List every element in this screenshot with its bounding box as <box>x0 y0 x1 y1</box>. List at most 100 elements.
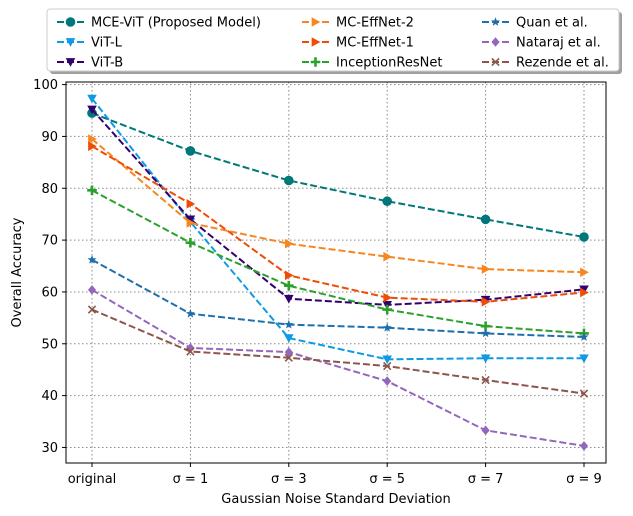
data-point <box>284 319 294 329</box>
series-line <box>91 258 585 339</box>
data-point <box>185 146 196 156</box>
data-point <box>579 332 589 341</box>
data-point <box>481 296 491 307</box>
data-point <box>481 328 491 338</box>
data-point <box>579 441 589 451</box>
legend-box <box>46 8 620 72</box>
data-point <box>284 280 294 291</box>
x-axis: original σ = 1 σ = 3 σ = 5 σ = 7 σ = 9 <box>68 463 602 487</box>
data-point <box>284 347 293 357</box>
data-point <box>185 308 195 318</box>
series-line <box>91 189 585 335</box>
legend-entry: MC-EffNet-2 <box>302 16 414 31</box>
data-point <box>87 105 97 115</box>
legend-entry: Quan et al. <box>482 16 588 31</box>
x-tick-label: σ = 3 <box>271 472 307 487</box>
data-point <box>382 355 392 365</box>
data-point <box>186 218 196 228</box>
data-point <box>311 17 321 27</box>
y-tick-label: 50 <box>41 337 58 352</box>
legend-label: MC-EffNet-1 <box>336 36 414 51</box>
data-point <box>579 354 589 364</box>
series-line <box>91 308 585 395</box>
data-point <box>284 238 294 249</box>
data-point <box>481 375 490 385</box>
data-point <box>284 334 294 343</box>
legend-entry: MC-EffNet-1 <box>302 36 414 51</box>
data-point <box>491 37 500 47</box>
data-point <box>580 287 589 298</box>
data-point <box>88 134 97 144</box>
data-point <box>65 58 76 67</box>
y-tick-label: 80 <box>41 182 58 197</box>
series-line <box>91 289 585 447</box>
data-point <box>481 425 490 436</box>
data-point <box>65 17 76 27</box>
data-point <box>490 17 501 26</box>
series-7 <box>87 285 589 451</box>
y-tick-label: 60 <box>41 285 58 300</box>
legend-entry: Rezende et al. <box>482 56 609 71</box>
data-point <box>185 237 196 248</box>
x-tick-label: original <box>68 472 117 487</box>
x-axis-label: Gaussian Noise Standard Deviation <box>221 492 450 507</box>
legend-entry: MCE-ViT (Proposed Model) <box>57 16 261 31</box>
series-6 <box>87 255 589 341</box>
x-tick-label: σ = 5 <box>369 472 405 487</box>
series-5 <box>87 185 589 339</box>
y-tick-label: 70 <box>41 234 58 249</box>
y-axis-label: Overall Accuracy <box>10 217 25 327</box>
x-tick-label: σ = 9 <box>566 472 602 487</box>
data-point <box>383 292 392 303</box>
legend-label: InceptionResNet <box>336 56 442 71</box>
legend-label: Quan et al. <box>516 16 588 31</box>
legend-label: MC-EffNet-2 <box>336 16 414 31</box>
legend-entry: ViT-B <box>57 56 123 71</box>
data-point <box>579 232 589 242</box>
series-line <box>91 108 585 306</box>
legend-entry: InceptionResNet <box>302 56 442 71</box>
y-tick-label: 90 <box>41 130 58 145</box>
data-point <box>383 251 392 262</box>
legend-label: MCE-ViT (Proposed Model) <box>91 16 261 31</box>
data-point <box>87 305 97 314</box>
series-layer <box>87 94 589 451</box>
data-point <box>382 196 393 207</box>
legend-label: ViT-L <box>91 36 123 51</box>
series-line <box>91 138 585 274</box>
plot-frame <box>65 81 607 464</box>
data-point <box>481 264 491 274</box>
data-point <box>383 376 392 386</box>
legend-entry: Nataraj et al. <box>482 36 601 51</box>
data-point <box>186 347 195 356</box>
x-tick-label: σ = 7 <box>468 472 504 487</box>
y-tick-label: 40 <box>41 389 58 404</box>
data-point <box>87 285 97 295</box>
x-tick-label: σ = 1 <box>173 472 209 487</box>
data-point <box>491 57 500 67</box>
series-0 <box>87 108 589 242</box>
series-8 <box>87 305 589 398</box>
data-point <box>480 214 491 225</box>
data-point <box>284 175 294 186</box>
data-point <box>580 267 589 278</box>
y-axis: 30 40 50 60 70 80 90 100 <box>33 78 66 456</box>
grid <box>66 82 606 463</box>
data-point <box>284 353 293 362</box>
data-point <box>311 37 321 47</box>
data-point <box>65 38 76 47</box>
data-point <box>382 304 392 315</box>
legend: MCE-ViT (Proposed Model) ViT-L ViT-B MC-Eff… <box>46 8 622 74</box>
data-point <box>87 185 97 196</box>
data-point <box>87 94 97 104</box>
legend-entry: ViT-L <box>57 36 123 51</box>
series-3 <box>88 134 589 278</box>
y-tick-label: 100 <box>33 78 58 93</box>
series-line <box>91 112 585 238</box>
legend-label: Nataraj et al. <box>516 36 601 51</box>
legend-label: Rezende et al. <box>516 56 609 71</box>
series-4 <box>88 141 589 307</box>
data-point <box>383 361 392 371</box>
legend-label: ViT-B <box>91 56 123 71</box>
